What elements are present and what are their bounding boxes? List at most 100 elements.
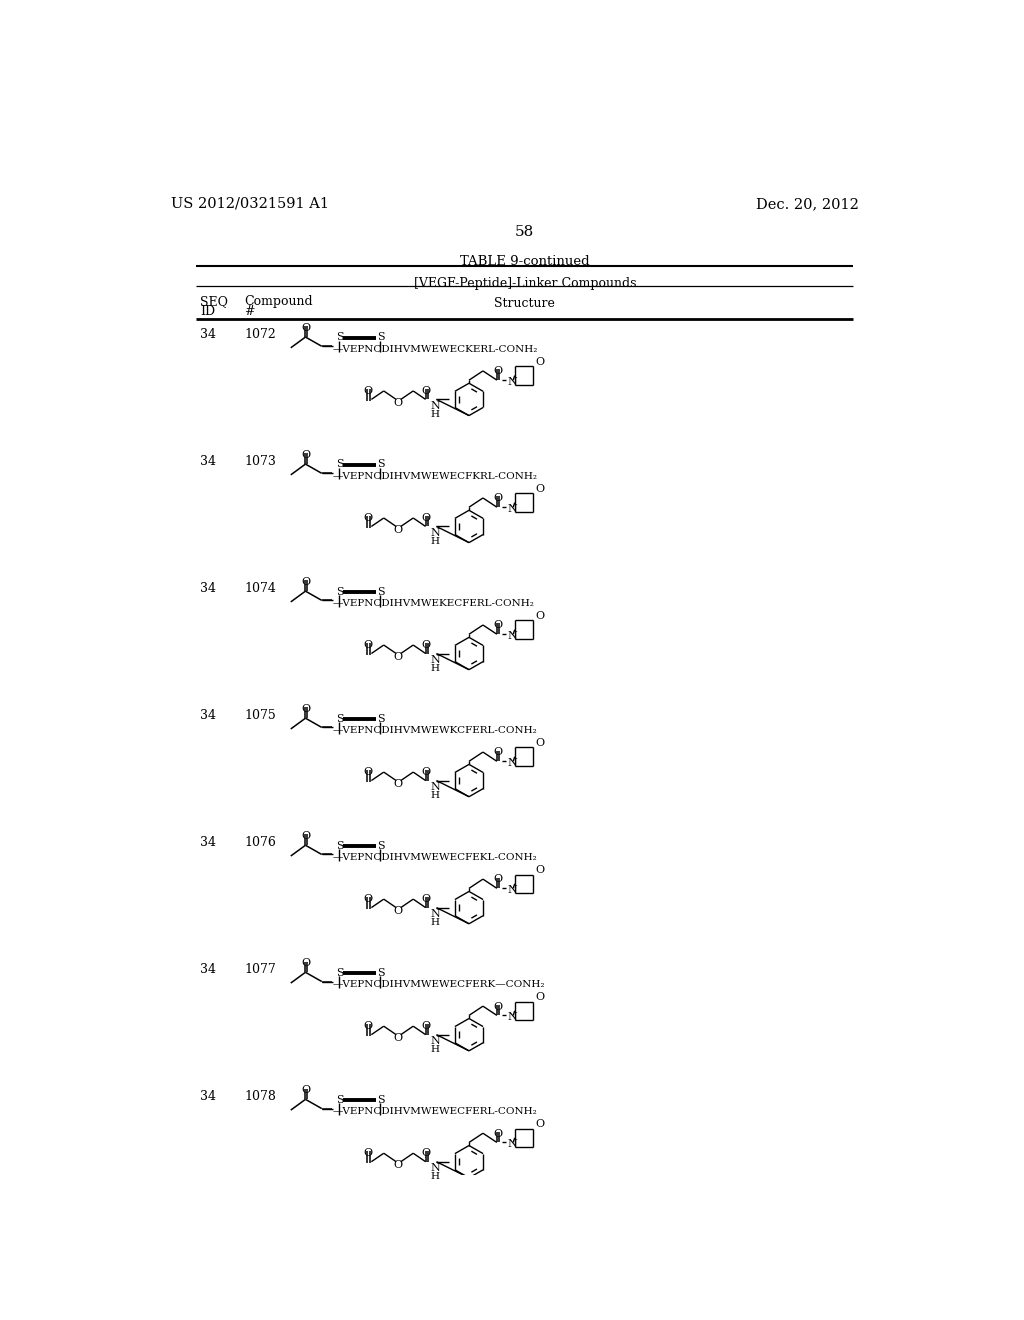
Text: O: O	[302, 577, 310, 587]
Text: 34: 34	[200, 1090, 216, 1104]
Text: —VEPNCDIHVMWEWECFEKL-CONH₂: —VEPNCDIHVMWEWECFEKL-CONH₂	[333, 853, 538, 862]
Text: S: S	[377, 841, 384, 850]
Text: O: O	[364, 512, 373, 523]
Text: —VEPNCDIHVMWEKECFERL-CONH₂: —VEPNCDIHVMWEKECFERL-CONH₂	[333, 599, 535, 607]
Text: O: O	[394, 906, 403, 916]
Text: N: N	[430, 528, 440, 539]
Text: O: O	[494, 1002, 503, 1011]
Text: 58: 58	[515, 226, 535, 239]
Text: Structure: Structure	[495, 297, 555, 310]
Text: O: O	[494, 367, 503, 376]
Text: N: N	[430, 401, 440, 411]
Text: O: O	[364, 1148, 373, 1158]
Text: O: O	[364, 894, 373, 904]
Text: O: O	[302, 832, 310, 841]
Text: 34: 34	[200, 327, 216, 341]
Text: S: S	[336, 968, 343, 978]
Text: S: S	[336, 714, 343, 723]
Text: [VEGF-Peptide]-Linker Compounds: [VEGF-Peptide]-Linker Compounds	[414, 277, 636, 290]
Text: 1075: 1075	[245, 709, 276, 722]
Text: —VEPNCDIHVMWEWKCFERL-CONH₂: —VEPNCDIHVMWEWKCFERL-CONH₂	[333, 726, 538, 735]
Text: O: O	[535, 484, 544, 494]
Text: O: O	[302, 705, 310, 714]
Text: S: S	[336, 1094, 343, 1105]
Text: O: O	[302, 323, 310, 333]
Text: 1072: 1072	[245, 327, 276, 341]
Text: O: O	[364, 1020, 373, 1031]
Text: S: S	[377, 586, 384, 597]
Text: O: O	[364, 385, 373, 396]
Text: H: H	[430, 537, 439, 546]
Text: H: H	[430, 664, 439, 673]
Text: 1078: 1078	[245, 1090, 276, 1104]
Text: SEQ: SEQ	[200, 296, 228, 309]
Text: #: #	[245, 305, 255, 318]
Text: 34: 34	[200, 582, 216, 595]
Text: N: N	[430, 909, 440, 919]
Text: 34: 34	[200, 964, 216, 975]
Text: O: O	[535, 866, 544, 875]
Text: O: O	[535, 1119, 544, 1130]
Text: —VEPNCDIHVMWEWECKERL-CONH₂: —VEPNCDIHVMWEWECKERL-CONH₂	[333, 345, 538, 354]
Text: 1073: 1073	[245, 455, 276, 467]
Text: S: S	[377, 714, 384, 723]
Text: O: O	[494, 620, 503, 631]
Text: N: N	[430, 655, 440, 665]
Text: TABLE 9-continued: TABLE 9-continued	[460, 256, 590, 268]
Text: 34: 34	[200, 709, 216, 722]
Text: 1077: 1077	[245, 964, 276, 975]
Text: O: O	[535, 358, 544, 367]
Text: O: O	[422, 894, 431, 904]
Text: S: S	[377, 968, 384, 978]
Text: H: H	[430, 919, 439, 928]
Text: S: S	[336, 459, 343, 470]
Text: S: S	[377, 459, 384, 470]
Text: 34: 34	[200, 455, 216, 467]
Text: O: O	[535, 738, 544, 748]
Text: O: O	[422, 385, 431, 396]
Text: O: O	[394, 1034, 403, 1043]
Text: O: O	[535, 611, 544, 622]
Text: S: S	[377, 333, 384, 342]
Text: O: O	[422, 512, 431, 523]
Text: N: N	[507, 758, 517, 768]
Text: N: N	[430, 781, 440, 792]
Text: H: H	[430, 1172, 439, 1181]
Text: O: O	[394, 779, 403, 789]
Text: —VEPNCDIHVMWEWECFKRL-CONH₂: —VEPNCDIHVMWEWECFKRL-CONH₂	[333, 471, 538, 480]
Text: O: O	[494, 494, 503, 503]
Text: O: O	[422, 767, 431, 776]
Text: O: O	[302, 958, 310, 969]
Text: 34: 34	[200, 836, 216, 849]
Text: N: N	[430, 1163, 440, 1173]
Text: O: O	[494, 747, 503, 758]
Text: O: O	[422, 1020, 431, 1031]
Text: Dec. 20, 2012: Dec. 20, 2012	[756, 197, 859, 211]
Text: O: O	[422, 1148, 431, 1158]
Text: H: H	[430, 1045, 439, 1055]
Text: ID: ID	[200, 305, 215, 318]
Text: O: O	[494, 875, 503, 884]
Text: N: N	[507, 631, 517, 642]
Text: N: N	[507, 1139, 517, 1150]
Text: O: O	[302, 450, 310, 461]
Text: S: S	[377, 1094, 384, 1105]
Text: O: O	[394, 525, 403, 535]
Text: 1074: 1074	[245, 582, 276, 595]
Text: S: S	[336, 333, 343, 342]
Text: O: O	[422, 640, 431, 649]
Text: O: O	[364, 640, 373, 649]
Text: N: N	[507, 886, 517, 895]
Text: O: O	[394, 652, 403, 661]
Text: O: O	[535, 993, 544, 1002]
Text: O: O	[364, 767, 373, 776]
Text: O: O	[394, 1160, 403, 1170]
Text: S: S	[336, 586, 343, 597]
Text: N: N	[507, 378, 517, 387]
Text: N: N	[507, 504, 517, 513]
Text: S: S	[336, 841, 343, 850]
Text: Compound: Compound	[245, 296, 313, 309]
Text: O: O	[302, 1085, 310, 1096]
Text: O: O	[494, 1129, 503, 1139]
Text: US 2012/0321591 A1: US 2012/0321591 A1	[171, 197, 329, 211]
